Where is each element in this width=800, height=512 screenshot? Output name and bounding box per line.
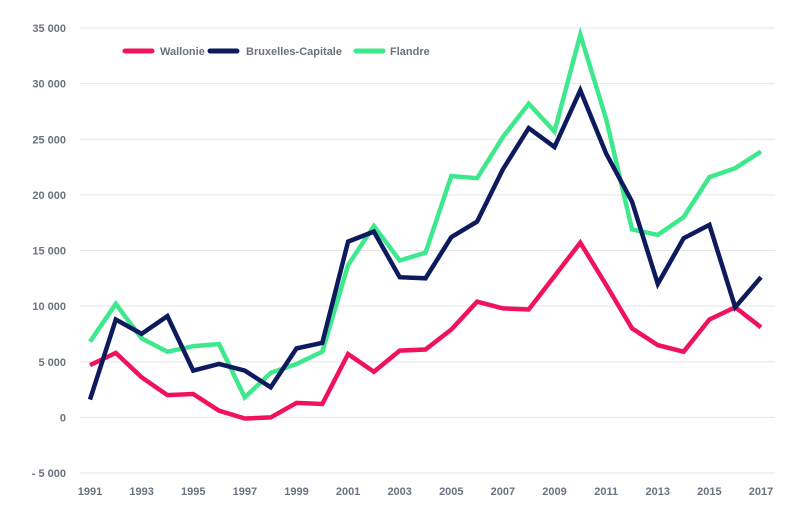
- x-tick-label: 1997: [233, 486, 257, 498]
- legend-label: Flandre: [390, 46, 430, 58]
- legend: Wallonie Bruxelles-Capitale Flandre: [122, 46, 430, 58]
- y-tick-label: 25 000: [32, 134, 66, 146]
- y-tick-label: 35 000: [32, 23, 66, 35]
- y-axis-ticks: - 5 000 0 5 000 10 000 15 000 20 000 25 000 30 …: [32, 23, 66, 480]
- y-tick-label: 0: [60, 412, 66, 424]
- x-tick-label: 2005: [439, 486, 463, 498]
- series-line-wallonie: [89, 238, 763, 421]
- legend-label: Bruxelles-Capitale: [246, 46, 342, 58]
- x-tick-label: 2015: [697, 486, 721, 498]
- y-tick-label: 20 000: [32, 190, 66, 202]
- x-tick-label: 1999: [284, 486, 308, 498]
- x-tick-label: 2017: [749, 486, 773, 498]
- x-tick-label: 1995: [181, 486, 205, 498]
- series-line-flandre: [88, 26, 763, 402]
- x-tick-label: 2013: [646, 486, 670, 498]
- x-tick-label: 1991: [78, 486, 102, 498]
- y-tick-label: - 5 000: [32, 468, 66, 480]
- y-tick-label: 15 000: [32, 246, 66, 258]
- x-tick-label: 2007: [491, 486, 515, 498]
- series-line-bruxelles-capitale: [87, 84, 763, 401]
- legend-label: Wallonie: [160, 46, 205, 58]
- x-tick-label: 1993: [129, 486, 153, 498]
- y-tick-label: 5 000: [38, 357, 66, 369]
- x-tick-label: 2011: [594, 486, 618, 498]
- x-tick-label: 2003: [387, 486, 411, 498]
- x-axis-ticks: 1991 1993 1995 1997 1999 2001 2003 2005 2007 2009…: [78, 486, 773, 498]
- y-tick-label: 30 000: [32, 79, 66, 91]
- x-tick-label: 2009: [542, 486, 566, 498]
- series-lines: [87, 26, 763, 421]
- x-tick-label: 2001: [336, 486, 360, 498]
- y-tick-label: 10 000: [32, 301, 66, 313]
